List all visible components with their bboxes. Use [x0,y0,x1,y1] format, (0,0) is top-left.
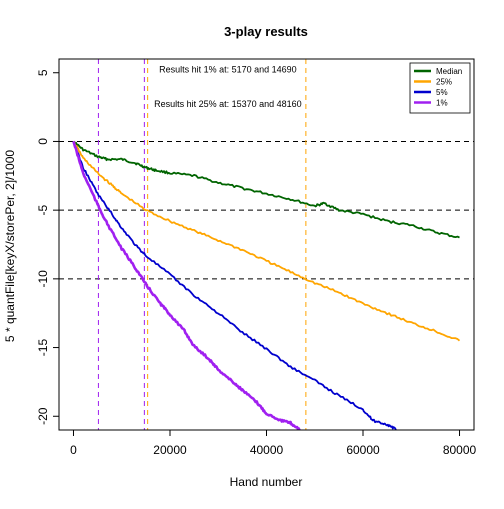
legend-label-5%: 5% [436,88,448,97]
x-tick-label-0: 0 [70,443,77,457]
y-tick-label-3: -10 [36,270,50,288]
x-axis-label: Hand number [230,475,303,489]
y-axis-label: 5 * quantFile[keyX/storePer, 2]/1000 [3,150,17,342]
annotation-text-1: Results hit 25% at: 15370 and 48160 [154,99,302,109]
legend-label-25%: 25% [436,78,452,87]
legend-label-1%: 1% [436,99,448,108]
legend-label-Median: Median [436,67,462,76]
x-tick-label-4: 80000 [443,443,477,457]
annotation-text-0: Results hit 1% at: 5170 and 14690 [159,65,297,75]
legend: Median 25%5% 1% [410,63,470,113]
x-tick-label-1: 20000 [153,443,187,457]
x-tick-label-3: 60000 [346,443,380,457]
chart-title: 3-play results [224,24,308,39]
y-tick-label-5: -20 [36,407,50,425]
y-tick-label-2: -5 [36,204,50,215]
y-tick-label-0: 5 [36,69,50,76]
x-tick-label-2: 40000 [250,443,284,457]
y-tick-label-4: -15 [36,339,50,357]
y-tick-label-1: 0 [36,138,50,145]
